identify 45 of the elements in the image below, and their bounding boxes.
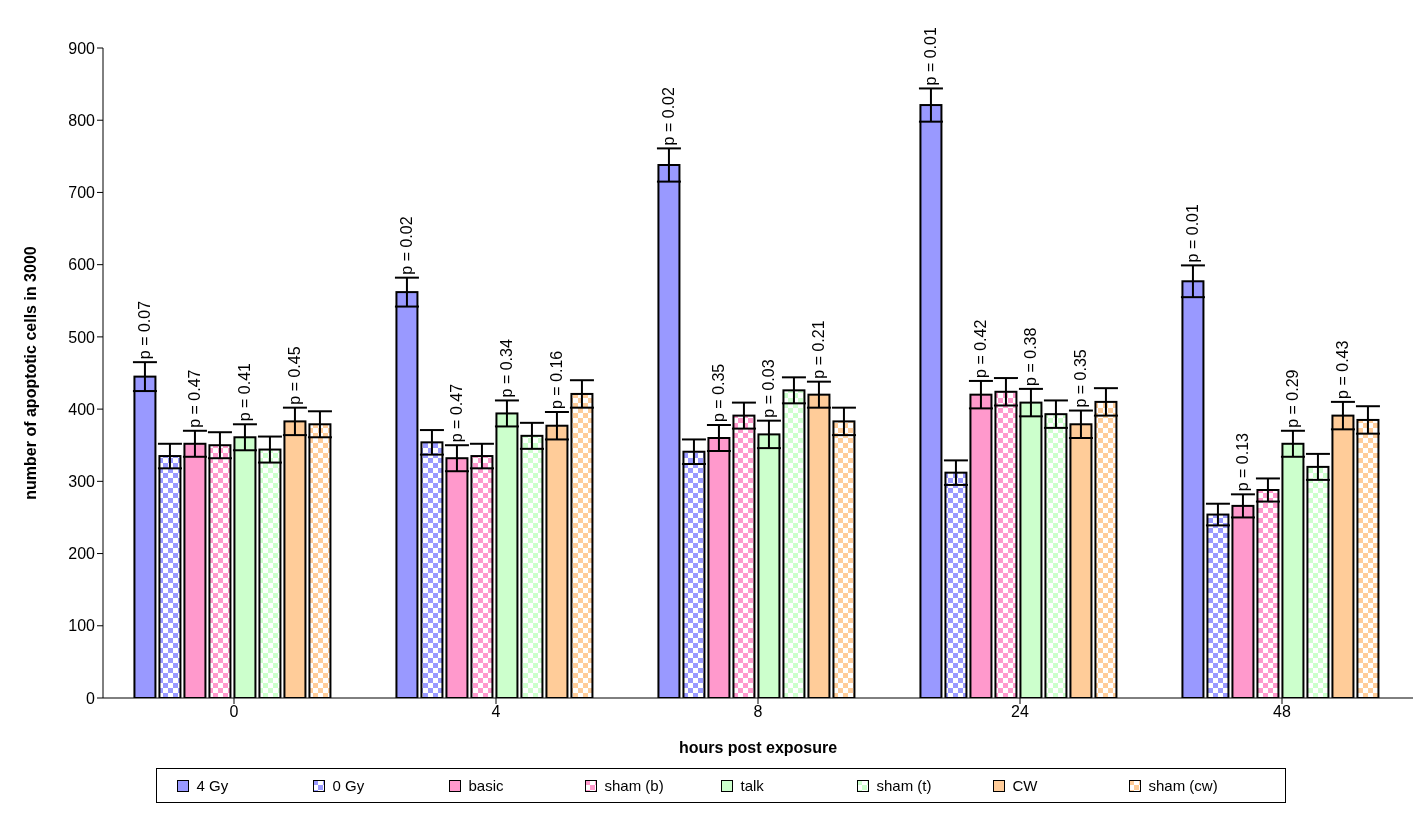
- annotation: p = 0.47: [185, 369, 203, 428]
- x-tick-label: 0: [229, 703, 239, 721]
- y-tick-label: 400: [68, 400, 96, 418]
- y-tick-label: 100: [68, 617, 96, 635]
- legend-label: 4 Gy: [195, 777, 230, 794]
- annotation: p = 0.45: [285, 346, 303, 405]
- annotation: p = 0.21: [809, 320, 827, 379]
- annotation: p = 0.02: [659, 87, 677, 146]
- annotation: p = 0.29: [1283, 369, 1301, 428]
- annotation: p = 0.43: [1333, 340, 1351, 399]
- y-tick-label: 300: [68, 473, 96, 491]
- legend-label: talk: [739, 777, 765, 794]
- legend-label: sham (t): [875, 777, 933, 794]
- annotation: p = 0.47: [447, 383, 465, 443]
- y-tick-label: 200: [68, 545, 96, 563]
- annotation: p = 0.35: [709, 363, 727, 422]
- annotation: p = 0.16: [547, 350, 565, 409]
- y-tick-label: 600: [68, 256, 96, 274]
- annotation: p = 0.13: [1233, 432, 1251, 492]
- x-axis-title: hours post exposure: [678, 739, 838, 756]
- annotation: p = 0.02: [397, 216, 415, 275]
- y-tick-label: 900: [68, 39, 96, 57]
- annotation: p = 0.35: [1071, 349, 1089, 408]
- y-tick-label: 700: [68, 184, 96, 202]
- x-tick-label: 8: [753, 703, 763, 721]
- annotation: p = 0.38: [1021, 327, 1039, 386]
- annotation: p = 0.42: [971, 319, 989, 378]
- annotation: p = 0.01: [921, 27, 939, 86]
- legend-label: sham (cw): [1147, 777, 1219, 794]
- y-tick-label: 0: [86, 689, 96, 707]
- legend-label: sham (b): [603, 777, 665, 794]
- x-tick-label: 4: [491, 703, 501, 721]
- legend-label: 0 Gy: [331, 777, 366, 794]
- annotation: p = 0.01: [1183, 204, 1201, 263]
- y-tick-label: 800: [68, 111, 96, 129]
- annotation: p = 0.07: [135, 300, 153, 360]
- x-tick-label: 24: [1011, 703, 1029, 721]
- legend-label: basic: [467, 777, 505, 794]
- annotation: p = 0.34: [497, 339, 515, 398]
- annotation: p = 0.03: [759, 359, 777, 418]
- legend-label: CW: [1011, 777, 1039, 794]
- annotation: p = 0.41: [235, 362, 253, 422]
- y-axis-title: number of apoptotic cells in 3000: [21, 246, 39, 500]
- y-tick-label: 500: [68, 328, 96, 346]
- x-tick-label: 48: [1273, 703, 1291, 721]
